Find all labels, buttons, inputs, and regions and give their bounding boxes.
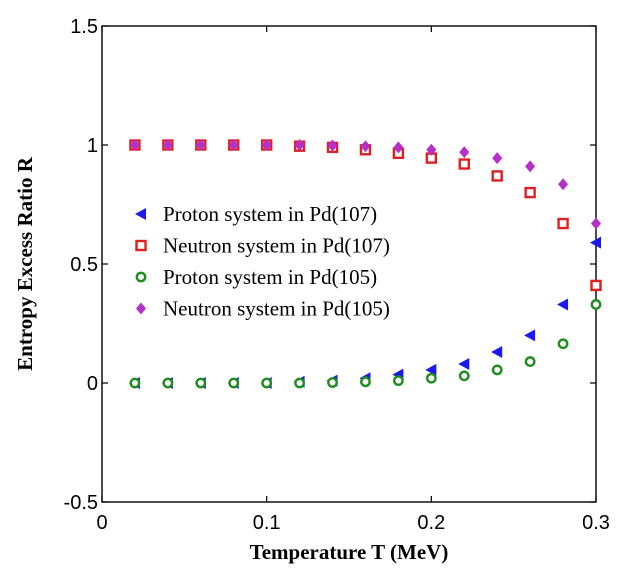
y-axis-label: Entropy Excess Ratio R <box>13 156 37 371</box>
x-tick-label: 0.3 <box>582 512 610 534</box>
x-tick-label: 0.2 <box>417 512 445 534</box>
data-point <box>491 170 503 182</box>
legend-marker <box>135 239 147 252</box>
y-tick-label: 1 <box>87 135 98 157</box>
plot-area <box>101 25 597 503</box>
data-point <box>590 279 602 292</box>
x-tick-label: 0 <box>96 512 107 534</box>
x-axis-label: Temperature T (MeV) <box>250 540 449 564</box>
legend-label: Proton system in Pd(107) <box>163 202 377 226</box>
legend-label: Proton system in Pd(105) <box>163 265 377 289</box>
data-point <box>590 236 601 249</box>
data-point <box>458 370 470 382</box>
data-point <box>294 377 305 389</box>
y-tick-label: 0.5 <box>70 254 98 276</box>
legend-marker <box>135 271 147 283</box>
data-point <box>392 375 404 387</box>
y-tick-label: -0.5 <box>64 492 98 514</box>
data-point <box>162 377 174 389</box>
data-point <box>393 141 404 154</box>
data-point <box>129 139 140 151</box>
data-point <box>525 160 536 173</box>
data-point <box>524 329 536 342</box>
data-point <box>360 140 371 153</box>
data-point <box>162 139 173 151</box>
data-point <box>261 139 272 151</box>
legend-label: Neutron system in Pd(105) <box>163 297 390 321</box>
data-point <box>557 298 569 311</box>
data-point <box>228 139 239 151</box>
legend-marker <box>135 208 146 220</box>
data-point <box>425 372 437 384</box>
legend: Proton system in Pd(107) Neutron system i… <box>135 202 390 321</box>
tick-layer: 0 0.1 0.2 0.3-0.500.511.5 <box>64 16 610 534</box>
data-point <box>129 377 141 389</box>
data-point <box>426 143 437 156</box>
data-point <box>195 139 206 151</box>
data-point <box>557 217 569 230</box>
data-point <box>491 346 503 359</box>
data-point <box>458 357 470 370</box>
legend-marker <box>136 302 146 315</box>
data-point <box>360 376 371 388</box>
data-point <box>261 377 273 389</box>
data-point <box>524 356 536 367</box>
data-point <box>327 139 338 152</box>
data-point <box>459 146 470 159</box>
data-point <box>327 377 338 388</box>
data-point <box>524 186 536 199</box>
series-3 <box>129 299 602 389</box>
legend-label: Neutron system in Pd(107) <box>163 234 390 258</box>
y-tick-label: 0 <box>87 373 98 395</box>
data-points-layer <box>128 139 602 389</box>
x-tick-label: 0.1 <box>253 512 281 534</box>
data-point <box>557 338 569 350</box>
data-point <box>590 299 602 310</box>
data-point <box>492 152 503 165</box>
y-tick-label: 1.5 <box>70 16 98 38</box>
data-point <box>458 158 470 170</box>
data-point <box>425 363 437 376</box>
data-point <box>558 178 569 191</box>
data-point <box>195 377 207 389</box>
data-point <box>294 139 305 151</box>
data-point <box>228 377 240 389</box>
data-point <box>491 364 503 376</box>
data-point <box>591 217 601 230</box>
series-4 <box>129 139 601 230</box>
